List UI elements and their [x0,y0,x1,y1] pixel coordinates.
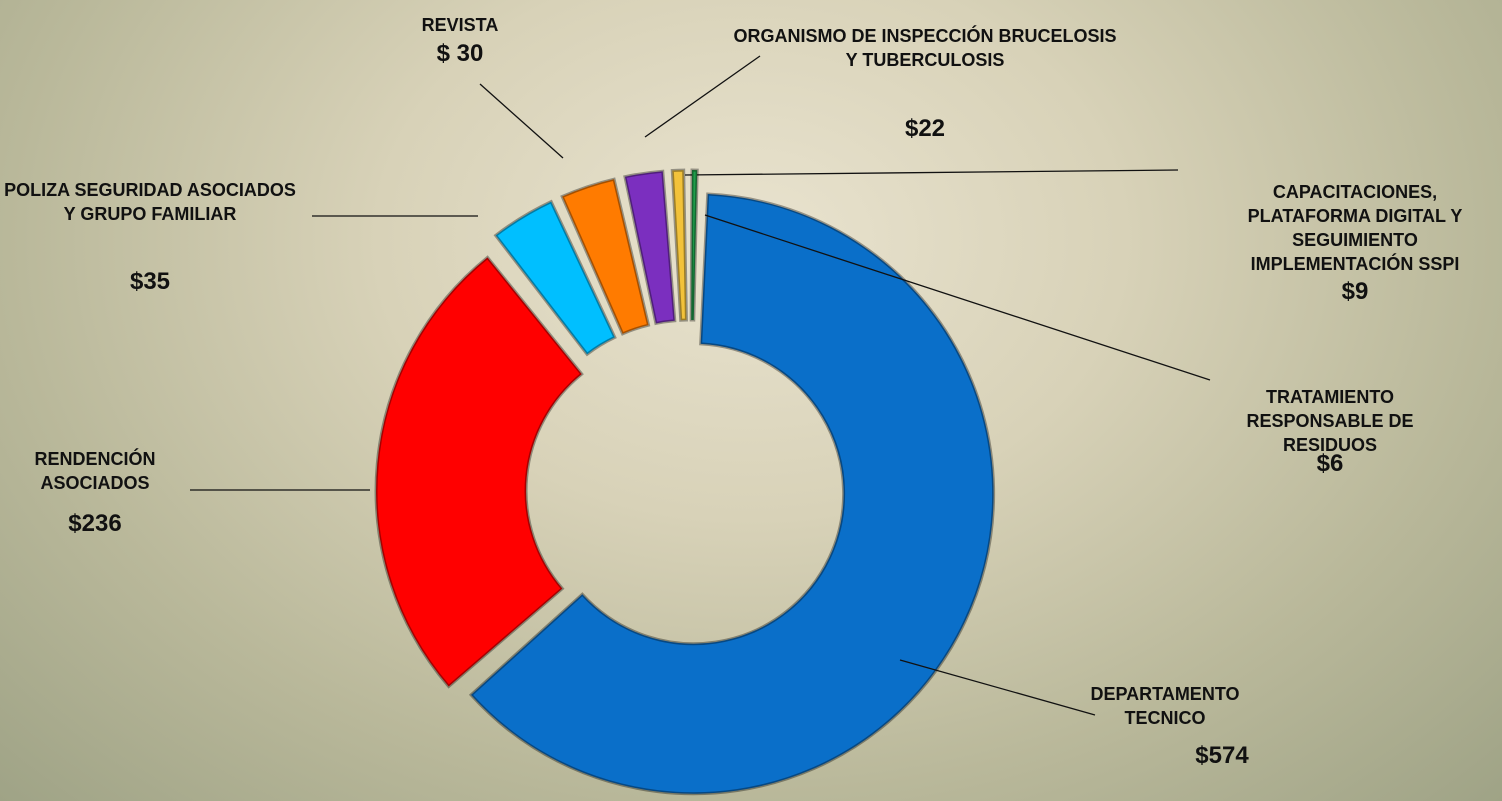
page: DEPARTAMENTO TECNICO $574 RENDENCIÓN ASOCI… [0,0,1502,801]
value-label: $ 30 [437,40,484,68]
value-label: $236 [68,510,121,538]
category-label: ORGANISMO DE INSPECCIÓN BRUCELOSIS Y TUB… [730,24,1120,72]
donut-slice [691,170,697,320]
value-label: $574 [1195,742,1248,770]
category-label: CAPACITACIONES, PLATAFORMA DIGITAL Y SEG… [1220,180,1490,276]
category-label: TRATAMIENTO RESPONSABLE DE RESIDUOS [1240,385,1420,457]
leader-line [685,170,1178,175]
value-label: $35 [130,268,170,296]
category-label: RENDENCIÓN ASOCIADOS [0,447,190,495]
category-label: DEPARTAMENTO TECNICO [1065,682,1265,730]
value-label: $9 [1342,278,1369,306]
value-label: $6 [1317,450,1344,478]
category-label: POLIZA SEGURIDAD ASOCIADOS Y GRUPO FAMIL… [0,178,300,226]
value-label: $22 [905,115,945,143]
leader-line [480,84,563,158]
category-label: REVISTA [400,13,520,37]
